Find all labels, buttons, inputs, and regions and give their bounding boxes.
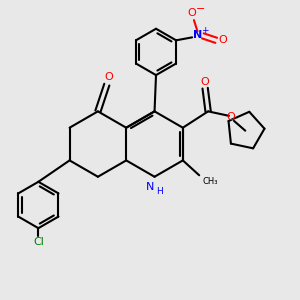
- Text: O: O: [104, 72, 113, 82]
- Text: N: N: [146, 182, 154, 192]
- Text: O: O: [201, 76, 209, 87]
- Text: O: O: [187, 8, 196, 18]
- Text: H: H: [157, 187, 163, 196]
- Text: Cl: Cl: [33, 237, 44, 247]
- Text: CH₃: CH₃: [202, 177, 218, 186]
- Text: −: −: [196, 4, 205, 14]
- Text: O: O: [226, 112, 235, 122]
- Text: N: N: [193, 30, 202, 40]
- Text: O: O: [218, 35, 227, 45]
- Text: +: +: [201, 26, 208, 35]
